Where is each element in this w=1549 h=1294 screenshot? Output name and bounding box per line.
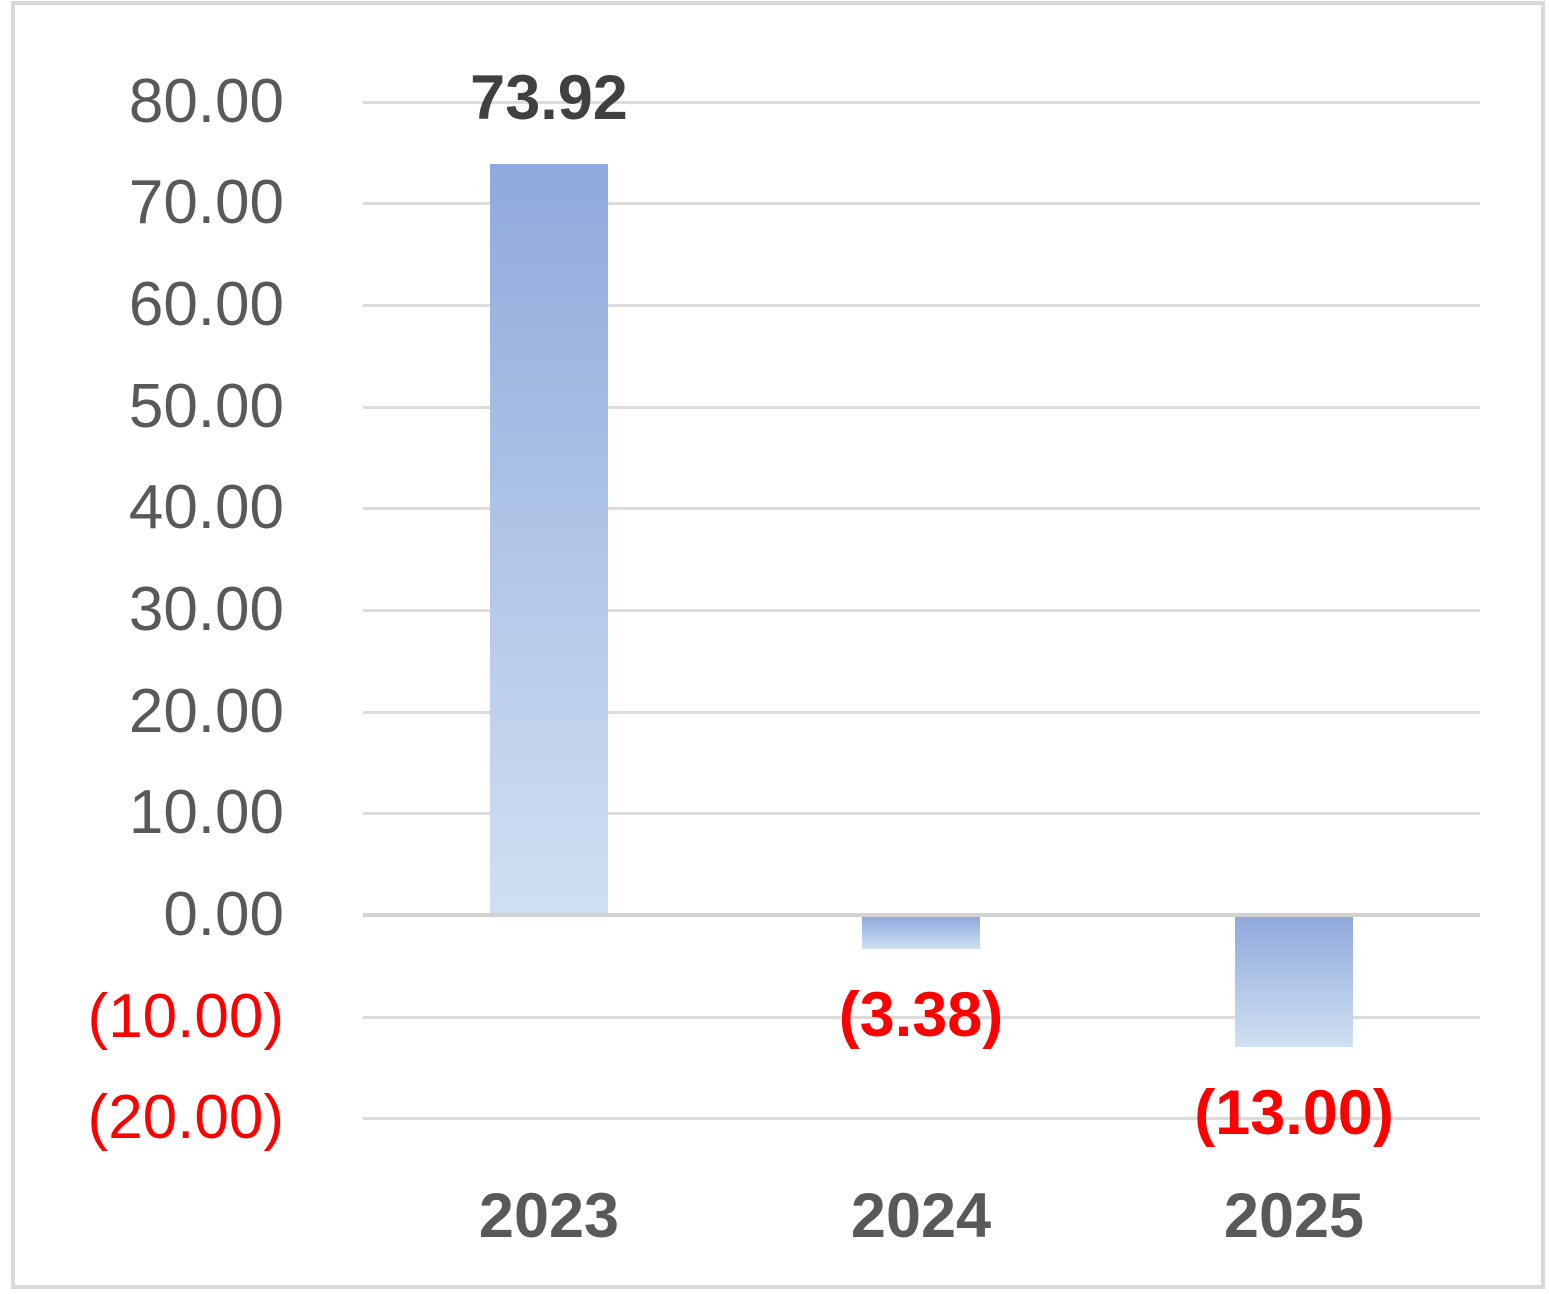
bar-2023 xyxy=(490,164,608,913)
y-tick-label: 80.00 xyxy=(128,67,284,136)
y-tick-label: 20.00 xyxy=(128,677,284,746)
data-label-2024: (3.38) xyxy=(838,980,1004,1050)
y-tick-label: 70.00 xyxy=(128,168,284,237)
y-tick-label: (10.00) xyxy=(87,982,284,1051)
gridline xyxy=(363,101,1480,104)
zero-gridline xyxy=(363,913,1480,917)
gridline xyxy=(363,202,1480,205)
y-tick-label: 30.00 xyxy=(128,575,284,644)
gridline xyxy=(363,609,1480,612)
y-tick-label: (20.00) xyxy=(87,1083,284,1152)
bar-2024 xyxy=(862,917,980,949)
bar-2025 xyxy=(1235,917,1353,1047)
x-tick-label-2023: 2023 xyxy=(478,1181,620,1251)
y-tick-label: 0.00 xyxy=(163,880,284,949)
y-tick-label: 50.00 xyxy=(128,372,284,441)
data-label-2025: (13.00) xyxy=(1194,1078,1394,1148)
y-tick-label: 60.00 xyxy=(128,270,284,339)
gridline xyxy=(363,1117,1480,1120)
x-tick-label-2024: 2024 xyxy=(850,1181,992,1251)
gridline xyxy=(363,812,1480,815)
data-label-2023: 73.92 xyxy=(470,63,628,133)
gridline xyxy=(363,1016,1480,1019)
gridline xyxy=(363,304,1480,307)
gridline xyxy=(363,406,1480,409)
y-tick-label: 10.00 xyxy=(128,778,284,847)
y-tick-label: 40.00 xyxy=(128,473,284,542)
gridline xyxy=(363,711,1480,714)
gridline xyxy=(363,507,1480,510)
x-tick-label-2025: 2025 xyxy=(1223,1181,1365,1251)
